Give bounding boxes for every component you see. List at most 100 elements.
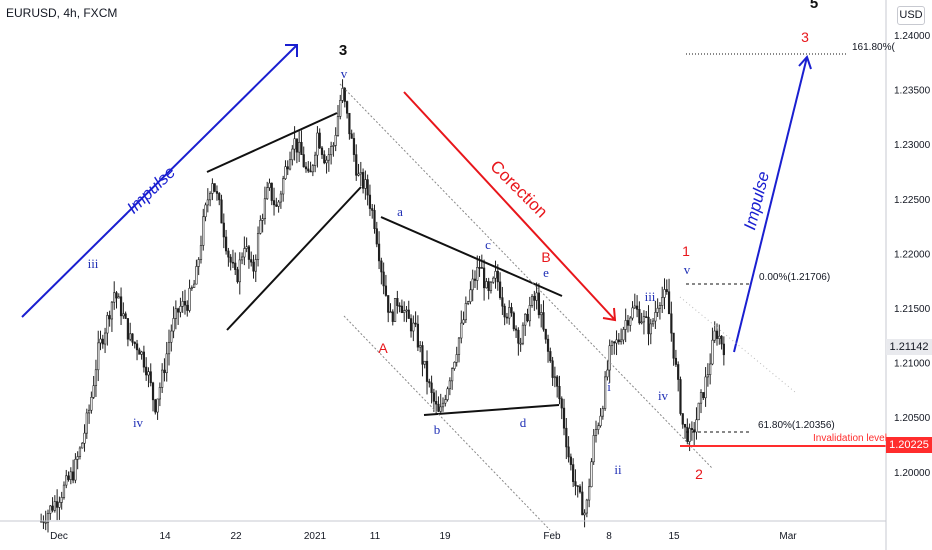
candle-down [355, 154, 358, 176]
wedge-line-upper[interactable] [206, 112, 338, 173]
candle-down [371, 208, 374, 211]
impulse-arrow-left[interactable] [21, 44, 298, 318]
candle-down [510, 307, 513, 314]
candle-down [304, 166, 308, 170]
candle-up [243, 248, 246, 258]
candle-up [601, 408, 604, 417]
date-tick-label: Feb [543, 531, 561, 542]
channel-line-upper[interactable] [339, 83, 713, 469]
candle-down [302, 154, 305, 168]
candle-up [291, 148, 294, 161]
candle-up [528, 305, 531, 322]
candle-down [227, 250, 230, 258]
candle-up [654, 312, 657, 322]
date-tick-label: 8 [606, 531, 612, 542]
candle-up [298, 141, 301, 153]
candle-down [565, 427, 568, 448]
candle-up [405, 309, 408, 312]
candle-down [414, 322, 417, 325]
candle-up [451, 368, 454, 382]
candle-up [254, 259, 257, 272]
candle-down [715, 330, 719, 339]
candle-up [446, 388, 449, 400]
candle-up [615, 339, 618, 344]
candle-down [131, 333, 134, 343]
candle-up [393, 298, 397, 322]
candle-up [695, 419, 698, 433]
candle-down [222, 222, 225, 238]
candle-up [713, 330, 716, 341]
candle-down [720, 335, 723, 345]
channel-line-lower[interactable] [343, 315, 551, 531]
candle-down [574, 481, 577, 486]
candle-down [234, 262, 237, 270]
candle-down [318, 132, 321, 149]
candle-down [295, 138, 298, 153]
candle-up [261, 218, 264, 221]
candle-up [588, 486, 591, 501]
candle-down [498, 281, 502, 298]
candle-down [487, 281, 490, 292]
candle-down [496, 270, 499, 283]
wave-label-5-major: 5 [810, 0, 818, 12]
candle-down [101, 338, 104, 345]
wave-label-3: 3 [801, 29, 809, 45]
candle-up [412, 322, 415, 332]
candle-down [562, 407, 566, 429]
wave-label-2: 2 [695, 466, 703, 482]
candle-down [361, 172, 365, 189]
candle-down [533, 295, 536, 301]
impulse-arrow-right[interactable] [733, 56, 808, 353]
symbol-title[interactable]: EURUSD, 4h, FXCM [6, 6, 118, 20]
correction-text: Corection [486, 157, 551, 222]
candle-down [626, 320, 630, 326]
triangle-line-upper[interactable] [380, 216, 563, 297]
candle-down [177, 308, 180, 313]
candle-up [60, 497, 63, 503]
candle-up [53, 501, 56, 511]
candle-up [293, 138, 296, 150]
candle-up [263, 198, 267, 219]
candle-up [453, 361, 456, 369]
candle-up [663, 289, 666, 298]
candle-down [483, 267, 486, 289]
candle-up [49, 505, 52, 514]
wave-label-3-major: 3 [339, 42, 347, 59]
candle-down [400, 305, 404, 313]
candle-up [658, 305, 662, 309]
price-tick-label: 1.24000 [894, 31, 931, 42]
candle-down [526, 313, 529, 322]
candle-up [113, 292, 116, 303]
candle-up [364, 179, 367, 189]
candle-down [270, 182, 273, 201]
candle-down [384, 285, 388, 296]
wave-label-iv-2: iv [658, 388, 669, 403]
candle-down [163, 369, 166, 374]
date-tick-label: 2021 [304, 531, 327, 542]
candle-up [519, 342, 522, 345]
candle-up [311, 165, 314, 173]
candle-up [202, 216, 205, 246]
candle-up [462, 319, 465, 324]
correction-arrow[interactable] [403, 91, 616, 321]
candle-up [174, 308, 177, 319]
candle-down [343, 88, 346, 102]
wedge-line-lower[interactable] [226, 186, 362, 331]
candle-up [444, 399, 447, 404]
candle-up [457, 337, 461, 355]
candle-up [357, 173, 360, 176]
correction-arrowhead [602, 307, 617, 322]
candle-down [679, 379, 682, 414]
triangle-line-lower[interactable] [423, 404, 560, 416]
candle-up [476, 267, 479, 281]
candle-up [467, 301, 470, 304]
candle-up [199, 245, 203, 260]
candle-up [604, 376, 607, 409]
candle-down [503, 305, 506, 318]
candle-down [421, 345, 424, 365]
candle-down [154, 399, 157, 413]
currency-button[interactable]: USD [897, 6, 925, 25]
price-axis-ticks: 1.24000 1.23500 1.23000 1.22500 1.22000 1.215… [894, 31, 931, 479]
candle-up [140, 351, 143, 355]
